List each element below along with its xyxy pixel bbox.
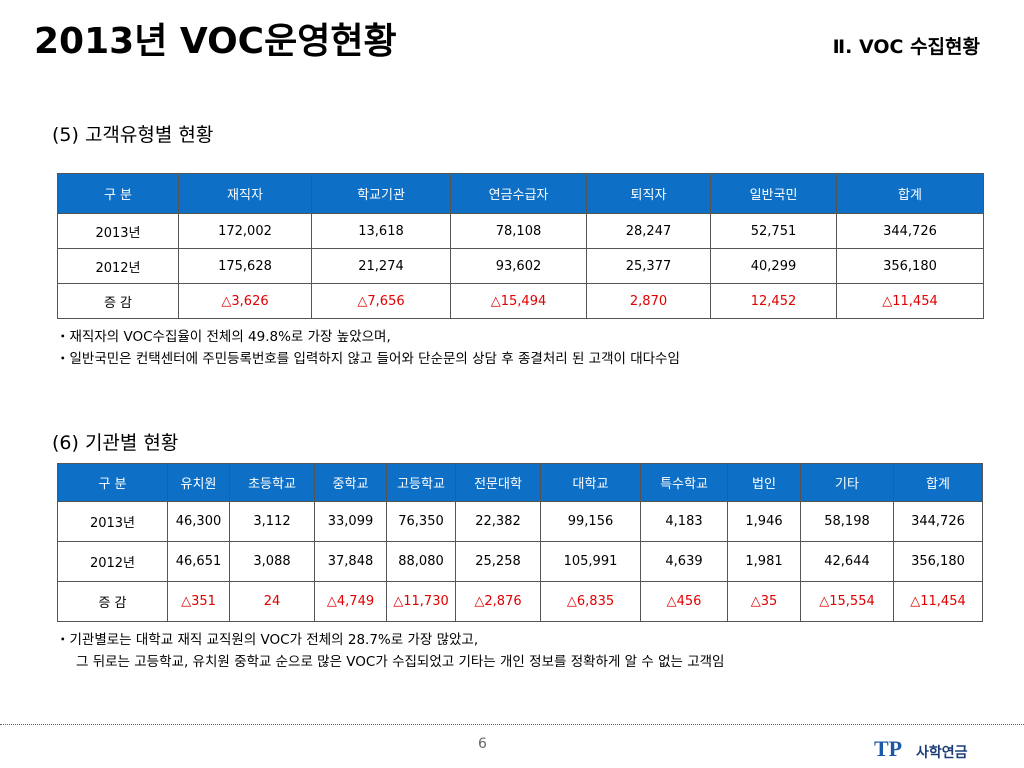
cell: 172,002 xyxy=(178,213,312,249)
cell: 25,258 xyxy=(455,541,541,582)
header-cell: 기타 xyxy=(800,463,894,502)
cell: 175,628 xyxy=(178,248,312,284)
note: 그 뒤로는 고등학교, 유치원 중학교 순으로 많은 VOC가 수집되었고 기타… xyxy=(76,654,725,670)
cell: 37,848 xyxy=(314,541,387,582)
table-title: (6) 기관별 현황 xyxy=(52,432,179,454)
footer-rule xyxy=(0,724,1024,725)
cell: 25,377 xyxy=(586,248,711,284)
cell: 344,726 xyxy=(836,213,984,249)
logo-text: 사학연금 xyxy=(916,745,968,761)
header-cell: 재직자 xyxy=(178,173,312,214)
header-row: 구 분 재직자 학교기관 연금수급자 퇴직자 일반국민 합계 xyxy=(57,173,984,214)
cell: 2013년 xyxy=(57,213,179,249)
cell: 99,156 xyxy=(540,501,641,542)
header-cell: 법인 xyxy=(727,463,801,502)
cell: △4,749 xyxy=(314,581,387,622)
header-cell: 학교기관 xyxy=(311,173,451,214)
cell: 356,180 xyxy=(836,248,984,284)
cell: △2,876 xyxy=(455,581,541,622)
cell: 33,099 xyxy=(314,501,387,542)
cell: 3,112 xyxy=(229,501,315,542)
cell: △11,454 xyxy=(836,283,984,319)
cell: 21,274 xyxy=(311,248,451,284)
cell: 2,870 xyxy=(586,283,711,319)
header-cell: 퇴직자 xyxy=(586,173,711,214)
cell: 356,180 xyxy=(893,541,983,582)
cell: △456 xyxy=(640,581,728,622)
header-cell: 유치원 xyxy=(167,463,230,502)
cell: 13,618 xyxy=(311,213,451,249)
cell: 88,080 xyxy=(386,541,456,582)
page-number: 6 xyxy=(478,736,487,752)
cell: 40,299 xyxy=(710,248,837,284)
cell: 76,350 xyxy=(386,501,456,542)
note: ・기관별로는 대학교 재직 교직원의 VOC가 전체의 28.7%로 가장 많았… xyxy=(56,632,479,648)
note: ・일반국민은 컨택센터에 주민등록번호를 입력하지 않고 들어와 단순문의 상담… xyxy=(56,351,680,367)
title: 2013년 VOC운영현황 xyxy=(34,21,397,62)
cell: △11,454 xyxy=(893,581,983,622)
header-cell: 중학교 xyxy=(314,463,387,502)
cell: 46,651 xyxy=(167,541,230,582)
header-cell: 구 분 xyxy=(57,463,168,502)
cell: 2013년 xyxy=(57,501,168,542)
header-cell: 초등학교 xyxy=(229,463,315,502)
row: 2013년 172,002 13,618 78,108 28,247 52,751 344,… xyxy=(57,213,984,249)
cell: 2012년 xyxy=(57,248,179,284)
cell: 28,247 xyxy=(586,213,711,249)
cell: 52,751 xyxy=(710,213,837,249)
cell: 1,981 xyxy=(727,541,801,582)
cell: 1,946 xyxy=(727,501,801,542)
cell: 24 xyxy=(229,581,315,622)
cell: 2012년 xyxy=(57,541,168,582)
row: 2012년 46,651 3,088 37,848 88,080 25,258 105,99… xyxy=(57,541,983,582)
header-cell: 대학교 xyxy=(540,463,641,502)
header-cell: 합계 xyxy=(893,463,983,502)
logo-mark: TP xyxy=(874,736,903,761)
cell: △15,554 xyxy=(800,581,894,622)
cell: 4,639 xyxy=(640,541,728,582)
header-cell: 일반국민 xyxy=(710,173,837,214)
cell: 93,602 xyxy=(450,248,587,284)
cell: 78,108 xyxy=(450,213,587,249)
cell: 12,452 xyxy=(710,283,837,319)
data-table: 구 분 재직자 학교기관 연금수급자 퇴직자 일반국민 합계 2013년 172,002 13,6… xyxy=(57,173,984,319)
cell: △6,835 xyxy=(540,581,641,622)
header-cell: 고등학교 xyxy=(386,463,456,502)
row: 2012년 175,628 21,274 93,602 25,377 40,299 356,… xyxy=(57,248,984,284)
cell: △15,494 xyxy=(450,283,587,319)
cell: 105,991 xyxy=(540,541,641,582)
header-cell: 합계 xyxy=(836,173,984,214)
table-title: (5) 고객유형별 현황 xyxy=(52,124,214,146)
cell: 46,300 xyxy=(167,501,230,542)
row: 2013년 46,300 3,112 33,099 76,350 22,382 99,156… xyxy=(57,501,983,542)
cell: 344,726 xyxy=(893,501,983,542)
cell: 3,088 xyxy=(229,541,315,582)
cell: △11,730 xyxy=(386,581,456,622)
header-cell: 연금수급자 xyxy=(450,173,587,214)
header-row: 구 분 유치원 초등학교 중학교 고등학교 전문대학 대학교 특수학교 법인 기타 합계 xyxy=(57,463,983,502)
cell: 4,183 xyxy=(640,501,728,542)
row: 증 감 △351 24 △4,749 △11,730 △2,876 △6,835 △456 △3… xyxy=(57,581,983,622)
row: 증 감 △3,626 △7,656 △15,494 2,870 12,452 △11,454 xyxy=(57,283,984,319)
header-cell: 구 분 xyxy=(57,173,179,214)
cell: 증 감 xyxy=(57,581,168,622)
section: Ⅱ. VOC 수집현황 xyxy=(832,36,980,58)
cell: △3,626 xyxy=(178,283,312,319)
header-cell: 특수학교 xyxy=(640,463,728,502)
cell: 58,198 xyxy=(800,501,894,542)
cell: △35 xyxy=(727,581,801,622)
cell: 증 감 xyxy=(57,283,179,319)
cell: 42,644 xyxy=(800,541,894,582)
data-table: 구 분 유치원 초등학교 중학교 고등학교 전문대학 대학교 특수학교 법인 기타 합계 2013년 4… xyxy=(57,463,983,622)
cell: △7,656 xyxy=(311,283,451,319)
note: ・재직자의 VOC수집율이 전체의 49.8%로 가장 높았으며, xyxy=(56,329,391,345)
cell: 22,382 xyxy=(455,501,541,542)
header-cell: 전문대학 xyxy=(455,463,541,502)
cell: △351 xyxy=(167,581,230,622)
